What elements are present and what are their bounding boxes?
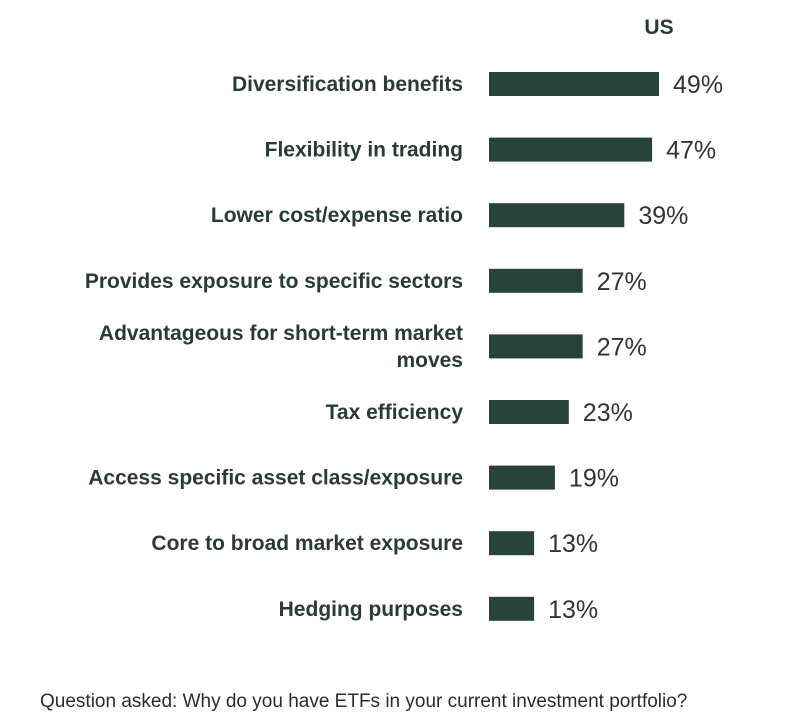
value-label: 47% [666, 137, 716, 165]
value-label: 19% [569, 465, 619, 493]
category-label: Tax efficiency [326, 401, 464, 424]
bar [489, 268, 583, 293]
bar [489, 596, 535, 621]
bar [489, 334, 583, 359]
bar [489, 137, 653, 162]
value-label: 13% [548, 596, 598, 624]
category-label: Flexibility in trading [265, 139, 463, 162]
category-label: Hedging purposes [279, 598, 463, 621]
series-title: US [644, 16, 673, 39]
bar [489, 465, 555, 490]
category-label: Diversification benefits [232, 73, 463, 96]
category-label: Core to broad market exposure [151, 532, 463, 555]
bar [489, 531, 535, 556]
value-label: 27% [597, 268, 647, 296]
value-label: 27% [597, 333, 647, 361]
footnote: Question asked: Why do you have ETFs in … [40, 691, 688, 712]
bar-chart: US Diversification benefits 49% Flexibility… [85, 16, 723, 624]
category-label: Access specific asset class/exposure [88, 467, 463, 490]
category-label: Advantageous for short-term market moves [99, 322, 463, 372]
value-label: 49% [673, 71, 723, 99]
category-label: Provides exposure to specific sectors [85, 270, 463, 293]
bar [489, 203, 625, 228]
bar [489, 400, 569, 424]
category-label: Lower cost/expense ratio [211, 204, 463, 227]
value-label: 13% [548, 530, 598, 558]
bar [489, 72, 660, 96]
value-label: 39% [638, 202, 688, 230]
value-label: 23% [583, 399, 633, 427]
